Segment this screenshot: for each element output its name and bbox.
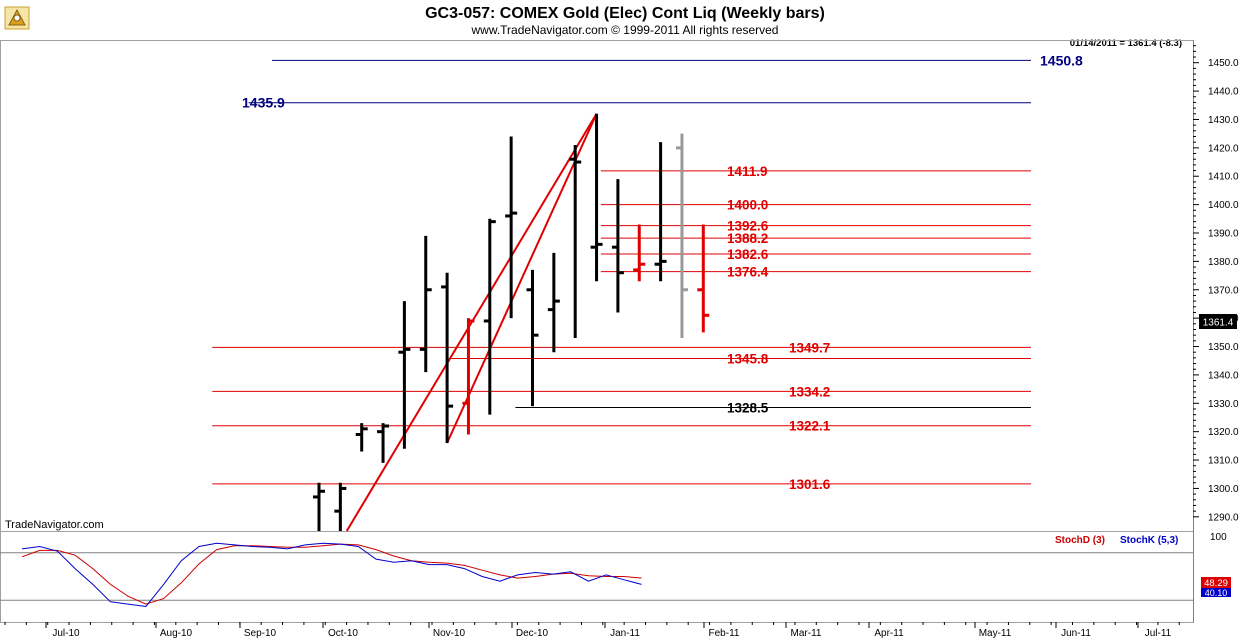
x-month-label: Oct-10 <box>328 628 358 639</box>
x-month-label: Aug-10 <box>160 628 193 639</box>
level-label-1382.6: 1382.6 <box>727 247 769 262</box>
stoch-top-tick: 100 <box>1210 532 1227 543</box>
level-label-1349.7: 1349.7 <box>789 340 830 355</box>
ohlc-bar <box>569 145 582 339</box>
ohlc-bar <box>313 482 325 531</box>
trendline-1 <box>446 113 598 444</box>
x-month-label: Apr-11 <box>874 628 904 639</box>
ohlc-bar <box>697 224 710 333</box>
level-label-1334.2: 1334.2 <box>789 384 830 399</box>
ohlc-bar <box>377 423 390 463</box>
ohlc-bar <box>654 142 667 282</box>
watermark: TradeNavigator.com <box>5 519 104 531</box>
level-label-1435.9: 1435.9 <box>242 95 285 111</box>
stoch-d-label: StochD (3) <box>1055 535 1105 546</box>
ohlc-bar <box>355 423 368 452</box>
price-y-axis: 1290.0 1300.0 1310.0 1320.0 1330.0 1340.0 1350… <box>1193 40 1239 531</box>
y-tick-label: 1380.0 <box>1208 257 1239 268</box>
ohlc-bar <box>419 235 432 373</box>
chart-subtitle: www.TradeNavigator.com © 1999-2011 All r… <box>471 23 779 37</box>
x-month-label: May-11 <box>979 628 1012 639</box>
current-price-tag: 1361.4 <box>1199 314 1237 329</box>
ohlc-bar <box>462 318 475 435</box>
y-tick-label: 1310.0 <box>1208 456 1239 467</box>
y-tick-label: 1370.0 <box>1208 285 1239 296</box>
y-tick-label: 1430.0 <box>1208 115 1239 126</box>
x-month-label: Sep-10 <box>244 628 277 639</box>
chart-title: GC3-057: COMEX Gold (Elec) Cont Liq (Wee… <box>425 5 825 22</box>
y-tick-label: 1390.0 <box>1208 228 1239 239</box>
level-label-1376.4: 1376.4 <box>727 265 769 280</box>
y-tick-label: 1440.0 <box>1208 87 1239 98</box>
ohlc-bar <box>675 133 688 339</box>
svg-text:48.29: 48.29 <box>1204 578 1228 589</box>
ohlc-bar <box>505 136 518 319</box>
y-tick-label: 1290.0 <box>1208 512 1239 523</box>
stoch-d-value-tag: 48.29 <box>1201 577 1231 589</box>
ohlc-bar <box>590 113 603 282</box>
y-tick-label: 1340.0 <box>1208 370 1239 381</box>
x-month-label: Jun-11 <box>1061 628 1091 639</box>
ohlc-bar <box>633 224 646 282</box>
x-month-label: Jan-11 <box>610 628 640 639</box>
x-month-label: Mar-11 <box>791 628 822 639</box>
level-label-1450.8: 1450.8 <box>1040 52 1083 68</box>
stoch-k-value-tag: 40.10 <box>1201 588 1231 598</box>
ohlc-bars <box>313 113 710 531</box>
stochastic-oscillator <box>0 531 1194 622</box>
y-tick-label: 1450.0 <box>1208 58 1239 69</box>
level-label-1345.8: 1345.8 <box>727 351 769 366</box>
x-month-label: Nov-10 <box>433 628 466 639</box>
level-label-1392.6: 1392.6 <box>727 219 769 234</box>
x-month-label: Jul-10 <box>52 628 80 639</box>
stoch-d-line <box>21 543 642 605</box>
level-label-1301.6: 1301.6 <box>789 477 831 492</box>
svg-text:40.10: 40.10 <box>1205 588 1228 598</box>
x-month-label: Dec-10 <box>516 628 549 639</box>
level-label-1328.5: 1328.5 <box>727 401 769 416</box>
ohlc-bar <box>483 218 496 415</box>
level-label-1400.0: 1400.0 <box>727 198 768 213</box>
y-tick-label: 1320.0 <box>1208 427 1239 438</box>
y-tick-label: 1330.0 <box>1208 399 1239 410</box>
level-label-1388.2: 1388.2 <box>727 231 768 246</box>
ohlc-bar <box>526 269 539 407</box>
y-tick-label: 1400.0 <box>1208 200 1239 211</box>
current-price-label: 1361.4 <box>1203 318 1234 329</box>
y-tick-label: 1300.0 <box>1208 484 1239 495</box>
trade-navigator-logo-icon <box>4 6 30 30</box>
time-x-axis: Jul-10 Aug-10 Sep-10 Oct-10 Nov-10 Dec-10 Jan-… <box>4 622 1180 639</box>
ohlc-bar <box>611 179 624 313</box>
x-month-label: Jul-11 <box>1145 628 1172 639</box>
x-month-label: Feb-11 <box>709 628 740 639</box>
ohlc-bar <box>441 272 454 444</box>
last-quote-readout: 01/14/2011 = 1361.4 (-8.3) <box>1070 38 1182 49</box>
level-label-1411.9: 1411.9 <box>727 164 768 179</box>
stoch-k-label: StochK (5,3) <box>1120 535 1178 546</box>
level-label-1322.1: 1322.1 <box>789 419 831 434</box>
y-tick-label: 1420.0 <box>1208 143 1239 154</box>
price-levels: 1450.8 1435.9 1411.9 1400.0 1392.61388.21382… <box>212 52 1083 492</box>
y-tick-label: 1350.0 <box>1208 342 1239 353</box>
y-tick-label: 1410.0 <box>1208 172 1239 183</box>
ohlc-bar <box>398 301 411 449</box>
stoch-k-line <box>21 542 642 608</box>
ohlc-bar <box>334 482 347 531</box>
ohlc-bar <box>547 252 560 353</box>
